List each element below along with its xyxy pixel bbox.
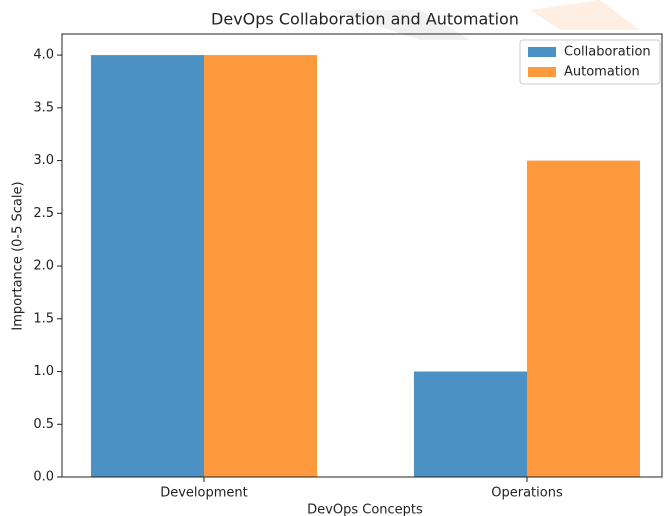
y-tick-label: 2.5	[33, 206, 54, 221]
y-tick-label: 1.5	[33, 311, 54, 326]
bar	[527, 160, 641, 478]
y-tick-label: 0.0	[33, 470, 54, 485]
y-axis-label: Importance (0-5 Scale)	[11, 181, 26, 330]
legend-label: Collaboration	[564, 45, 651, 60]
legend-swatch	[528, 67, 556, 77]
bar	[90, 55, 204, 477]
watermark	[330, 0, 640, 40]
x-tick-label: Operations	[491, 486, 563, 501]
y-tick-label: 2.0	[33, 259, 54, 274]
y-tick-label: 4.0	[33, 48, 54, 63]
legend-label: Automation	[564, 65, 640, 80]
chart-title: DevOps Collaboration and Automation	[211, 10, 519, 29]
x-tick-label: Development	[160, 486, 248, 501]
bar	[413, 371, 527, 477]
y-tick-label: 1.0	[33, 364, 54, 379]
bar	[204, 55, 318, 477]
x-axis-label: DevOps Concepts	[307, 503, 423, 516]
y-tick-label: 0.5	[33, 417, 54, 432]
legend-swatch	[528, 47, 556, 57]
y-tick-label: 3.5	[33, 100, 54, 115]
y-tick-label: 3.0	[33, 153, 54, 168]
legend: Collaboration Automation	[519, 39, 661, 85]
plot-frame	[61, 33, 663, 478]
